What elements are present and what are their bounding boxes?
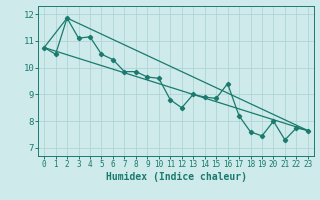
X-axis label: Humidex (Indice chaleur): Humidex (Indice chaleur) [106, 172, 246, 182]
